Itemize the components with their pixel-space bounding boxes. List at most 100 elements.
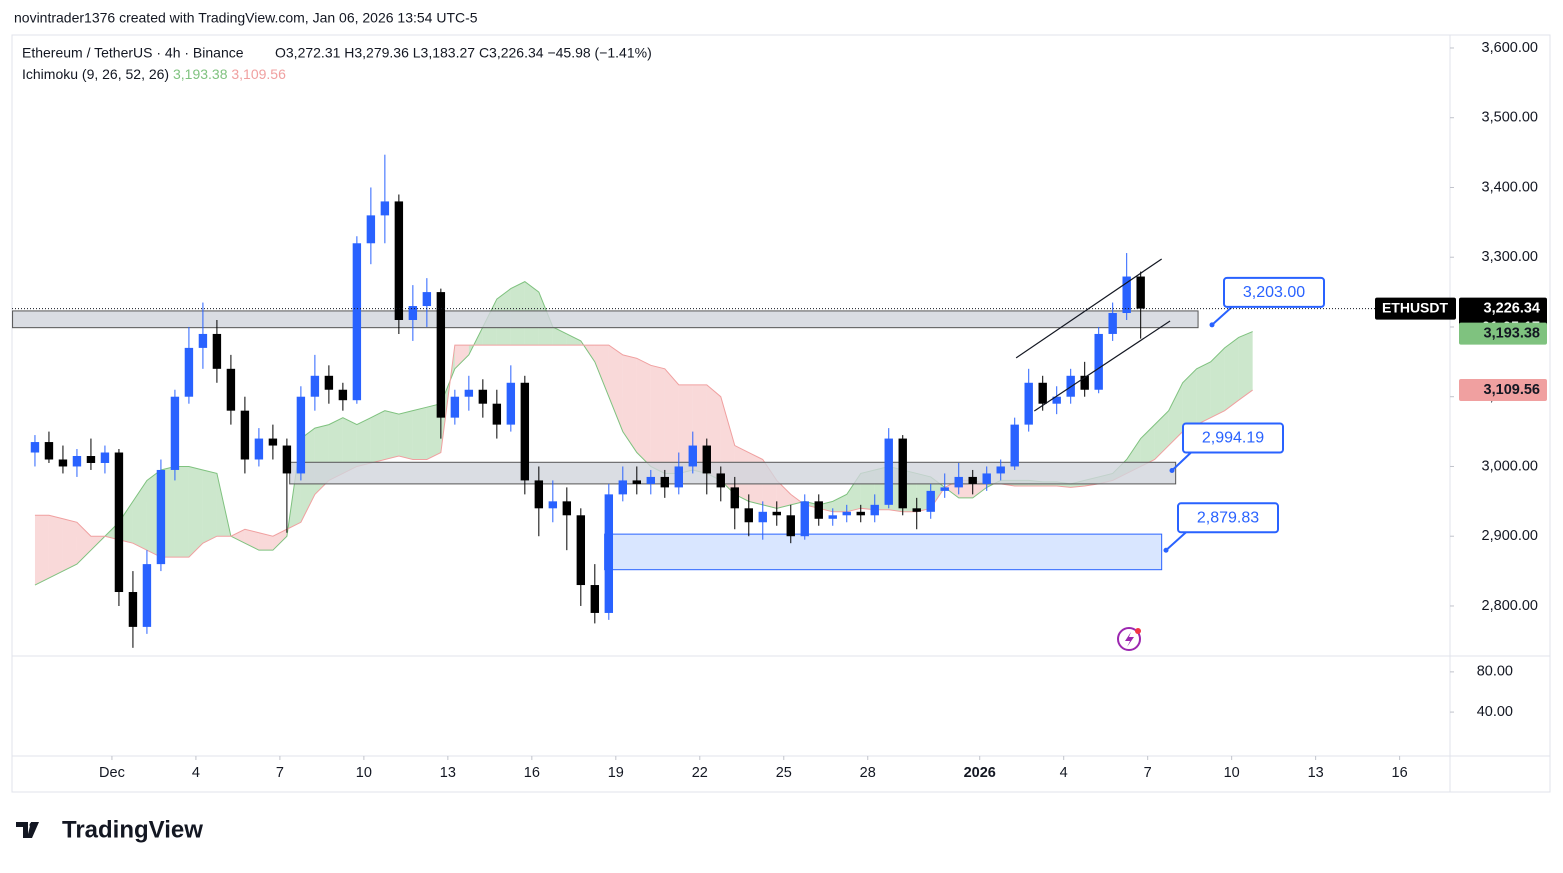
candle-body bbox=[156, 469, 166, 565]
candle-body bbox=[576, 515, 586, 586]
candle-body bbox=[128, 592, 138, 627]
cloud-segment bbox=[398, 410, 413, 460]
candle-body bbox=[800, 501, 809, 537]
span-a-value: 3,193.38 bbox=[173, 66, 228, 82]
cloud-segment bbox=[552, 326, 567, 346]
indicator-tag-bg bbox=[1459, 322, 1547, 345]
y-tick-label: 3,600.00 bbox=[1482, 40, 1538, 56]
candle-body bbox=[184, 347, 194, 397]
candle-body bbox=[282, 445, 292, 474]
x-tick-label: 28 bbox=[860, 765, 876, 781]
candle-body bbox=[1136, 276, 1145, 309]
callout-box bbox=[1177, 502, 1279, 534]
candle-body bbox=[730, 487, 739, 509]
x-tick-label: 7 bbox=[1144, 765, 1152, 781]
candle-body bbox=[58, 459, 68, 467]
callout-label: 3,203.00 bbox=[1243, 284, 1305, 301]
cloud-segment bbox=[1168, 382, 1183, 446]
candle-body bbox=[870, 504, 879, 516]
indicator-tag: 3,109.56 bbox=[1484, 382, 1540, 398]
cloud-segment bbox=[202, 469, 217, 544]
cloud-segment bbox=[258, 532, 273, 551]
x-tick-label: 4 bbox=[1060, 765, 1068, 781]
candle-body bbox=[142, 564, 152, 627]
candle-body bbox=[44, 442, 54, 460]
plot: 2,800.002,900.003,000.003,100.003,200.00… bbox=[12, 40, 1547, 781]
candle-body bbox=[1024, 382, 1033, 425]
x-tick-label: 4 bbox=[192, 765, 200, 781]
candle-body bbox=[912, 508, 921, 512]
candle-body bbox=[1080, 375, 1089, 390]
candle-body bbox=[366, 215, 376, 244]
cloud-segment bbox=[174, 466, 189, 558]
indicator-name: Ichimoku bbox=[22, 66, 78, 82]
candle-body bbox=[394, 201, 404, 320]
candle-body bbox=[478, 389, 488, 404]
cloud-segment bbox=[832, 494, 847, 512]
y-tick-label: 3,500.00 bbox=[1482, 110, 1538, 126]
candle-body bbox=[254, 438, 264, 460]
cloud-segment bbox=[566, 333, 581, 346]
candle-body bbox=[268, 438, 278, 446]
callout-anchor bbox=[1169, 468, 1175, 474]
candle-body bbox=[646, 476, 655, 484]
candle-body bbox=[534, 480, 544, 509]
y-tick-label: 3,400.00 bbox=[1482, 179, 1538, 195]
cloud-segment bbox=[972, 480, 987, 498]
candle-body bbox=[422, 292, 432, 307]
candle-body bbox=[674, 466, 683, 488]
zone bbox=[604, 533, 1163, 571]
indicator-tag-bg bbox=[1459, 379, 1547, 402]
candle-body bbox=[30, 442, 40, 453]
candle-body bbox=[814, 501, 823, 519]
candle-body bbox=[772, 511, 781, 516]
cloud-segment bbox=[76, 522, 91, 565]
x-tick-label: 2026 bbox=[964, 765, 996, 781]
candle-body bbox=[828, 515, 837, 519]
candle-body bbox=[520, 382, 530, 481]
x-tick-label: Dec bbox=[99, 765, 125, 781]
candle-body bbox=[968, 476, 977, 484]
candle-body bbox=[450, 396, 460, 418]
candle-body bbox=[590, 585, 600, 613]
candle-body bbox=[856, 511, 865, 516]
candle-body bbox=[842, 511, 851, 516]
candle-body bbox=[436, 292, 446, 418]
y-tick-label: 40.00 bbox=[1477, 704, 1513, 720]
zone bbox=[12, 310, 1199, 329]
callout-label: 2,994.19 bbox=[1202, 430, 1264, 447]
candle-body bbox=[338, 389, 348, 401]
candle-body bbox=[1010, 424, 1019, 467]
channel-line bbox=[1015, 258, 1163, 359]
cloud-segment bbox=[454, 345, 469, 369]
symbol-tag: ETHUSDT bbox=[1382, 299, 1449, 315]
candle-body bbox=[688, 445, 697, 467]
cloud-segment bbox=[1182, 368, 1197, 432]
cloud-segment bbox=[370, 410, 385, 463]
cloud-segment bbox=[1210, 347, 1225, 418]
symbol-tag-bg bbox=[1375, 297, 1456, 320]
candle-body bbox=[744, 508, 753, 523]
cloud-segment bbox=[230, 529, 245, 544]
candle-body bbox=[380, 201, 390, 216]
span-b-value: 3,109.56 bbox=[231, 66, 286, 82]
cloud-segment bbox=[132, 480, 147, 551]
candle-body bbox=[1052, 396, 1061, 404]
zone bbox=[289, 461, 1177, 485]
candle-body bbox=[562, 501, 572, 516]
callout-pointer bbox=[1171, 451, 1192, 472]
cloud-segment bbox=[1154, 410, 1169, 460]
candle-body bbox=[1094, 333, 1103, 390]
channel-line bbox=[1033, 320, 1171, 412]
candle-body bbox=[996, 466, 1005, 474]
candle-body bbox=[464, 389, 474, 397]
cloud-segment bbox=[664, 368, 679, 474]
candle-body bbox=[548, 501, 558, 509]
candle-body bbox=[212, 333, 222, 369]
cloud-segment bbox=[48, 515, 63, 579]
x-tick-label: 10 bbox=[356, 765, 372, 781]
cloud-segment bbox=[1224, 337, 1239, 411]
cloud-segment bbox=[622, 354, 637, 453]
candle-body bbox=[898, 438, 907, 509]
